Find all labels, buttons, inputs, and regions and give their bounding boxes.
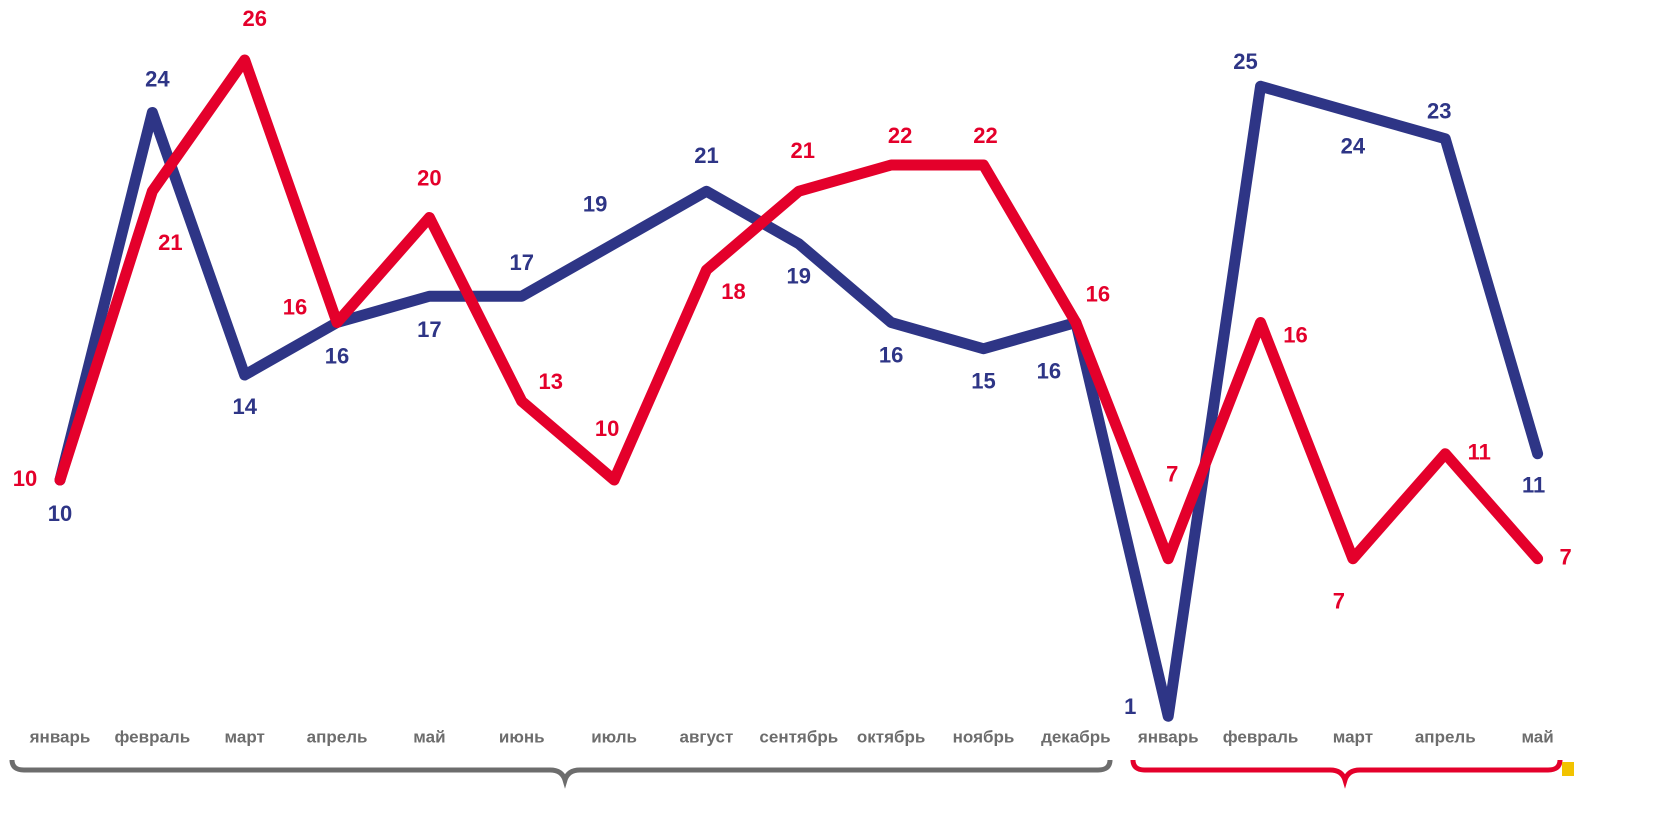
x-tick-label: май: [413, 727, 445, 746]
x-tick-label: август: [680, 727, 734, 746]
x-tick-label: февраль: [1223, 727, 1299, 746]
series-line: [54, 80, 1544, 722]
data-label: 16: [283, 294, 307, 319]
x-tick-label: ноябрь: [953, 727, 1015, 746]
x-tick-label: март: [1333, 727, 1373, 746]
x-tick-label: сентябрь: [759, 727, 838, 746]
data-label: 16: [1037, 358, 1061, 383]
data-label: 23: [1427, 99, 1451, 124]
data-label: 13: [539, 369, 563, 394]
data-label: 10: [595, 416, 619, 441]
data-label: 11: [1468, 440, 1491, 465]
data-label: 20: [417, 165, 441, 190]
x-tick-label: июль: [591, 727, 637, 746]
brace-gray: [9, 759, 1113, 789]
x-tick-label: октябрь: [857, 727, 925, 746]
data-label: 22: [973, 123, 997, 148]
data-label: 19: [583, 192, 607, 217]
data-label: 11: [1522, 473, 1545, 498]
x-tick-label: февраль: [115, 727, 191, 746]
data-label: 17: [417, 317, 441, 342]
x-tick-label: март: [225, 727, 265, 746]
data-label: 17: [510, 250, 534, 275]
data-label: 7: [1166, 462, 1178, 487]
data-label: 1: [1124, 694, 1136, 719]
series-line: [54, 54, 1544, 565]
data-label: 26: [242, 6, 266, 31]
x-tick-label: май: [1521, 727, 1553, 746]
data-label: 21: [158, 230, 182, 255]
data-label: 25: [1233, 49, 1257, 74]
data-label: 16: [1086, 281, 1110, 306]
data-label: 21: [791, 138, 815, 163]
data-label: 22: [888, 123, 912, 148]
data-label: 10: [13, 466, 37, 491]
data-label: 14: [232, 394, 257, 419]
x-tick-label: апрель: [1415, 727, 1476, 746]
data-label: 7: [1559, 545, 1571, 570]
data-label: 15: [971, 369, 995, 394]
corner-marker: [1562, 762, 1574, 776]
x-tick-label: январь: [29, 727, 91, 746]
x-tick-label: апрель: [307, 727, 368, 746]
data-label: 10: [48, 501, 72, 526]
data-label: 24: [1341, 133, 1366, 158]
data-label: 16: [1283, 322, 1307, 347]
brace-red: [1130, 759, 1563, 789]
data-label: 18: [721, 279, 745, 304]
data-label: 19: [787, 264, 811, 289]
data-label: 16: [879, 342, 903, 367]
x-tick-label: январь: [1137, 727, 1199, 746]
data-label: 24: [145, 66, 170, 91]
x-tick-label: декабрь: [1041, 727, 1111, 746]
data-label: 16: [325, 343, 349, 368]
x-tick-label: июнь: [499, 727, 545, 746]
data-label: 7: [1333, 589, 1345, 614]
data-label: 21: [694, 143, 718, 168]
